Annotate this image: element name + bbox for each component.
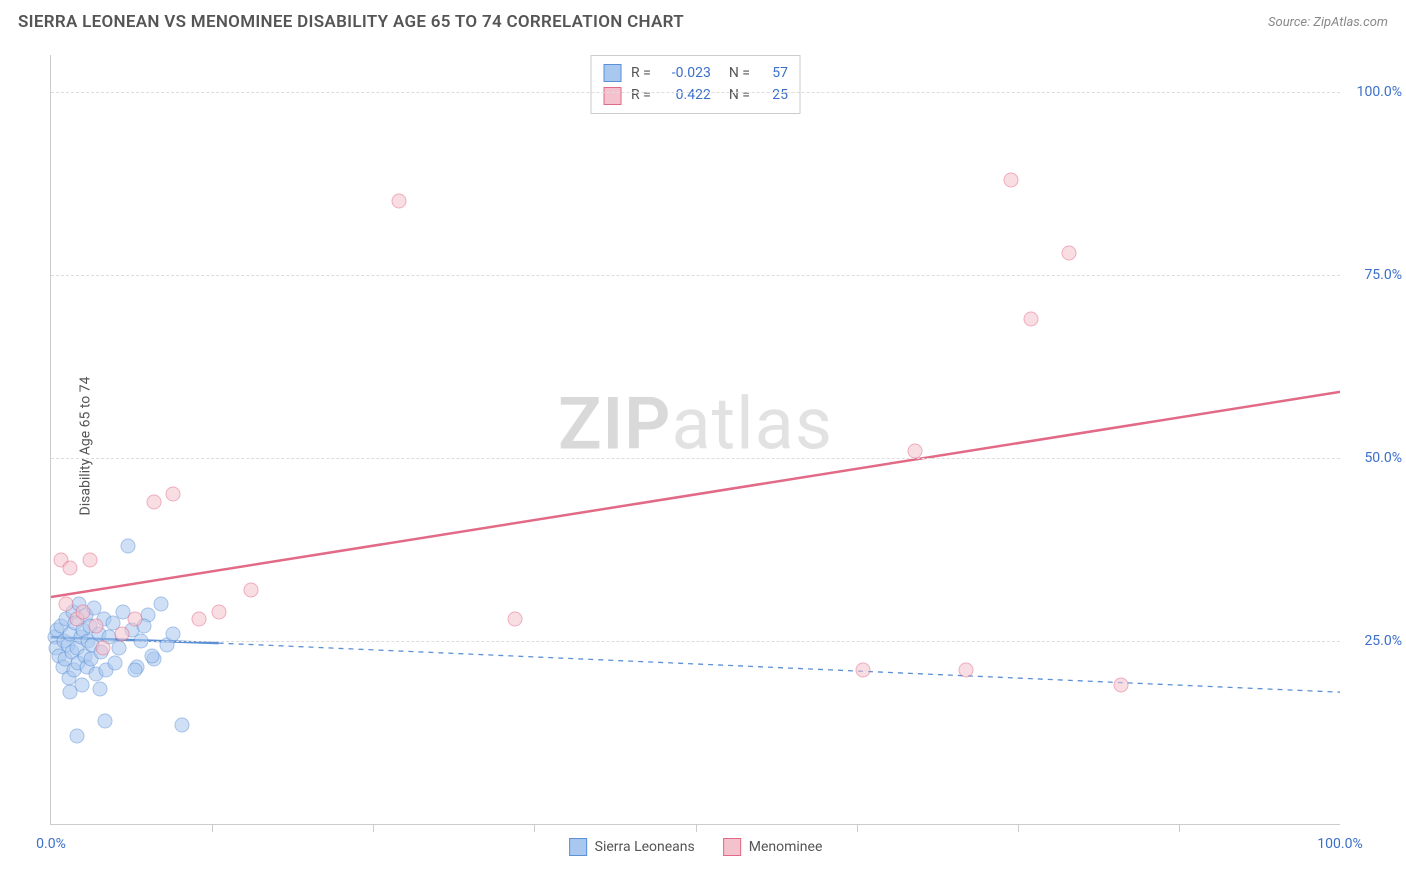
grid-line — [51, 275, 1340, 276]
scatter-point — [59, 597, 74, 612]
scatter-point — [95, 641, 110, 656]
scatter-point — [1062, 245, 1077, 260]
x-max-label: 100.0% — [1317, 836, 1362, 852]
n-value-1: 57 — [760, 62, 788, 84]
x-tick — [534, 824, 535, 832]
scatter-point — [76, 604, 91, 619]
n-label-1: N = — [729, 62, 750, 84]
scatter-point — [907, 443, 922, 458]
scatter-point — [63, 685, 78, 700]
swatch-series-2 — [603, 87, 621, 105]
scatter-point — [92, 681, 107, 696]
scatter-point — [959, 663, 974, 678]
x-tick — [373, 824, 374, 832]
watermark-part1: ZIP — [558, 382, 671, 467]
scatter-point — [127, 611, 142, 626]
scatter-point — [108, 655, 123, 670]
scatter-point — [134, 633, 149, 648]
scatter-point — [856, 663, 871, 678]
scatter-point — [153, 597, 168, 612]
grid-line — [51, 458, 1340, 459]
legend-swatch-1 — [569, 838, 587, 856]
y-tick-label: 75.0% — [1347, 267, 1402, 283]
scatter-point — [63, 560, 78, 575]
y-tick-label: 50.0% — [1347, 450, 1402, 466]
scatter-point — [243, 582, 258, 597]
watermark: ZIPatlas — [558, 382, 833, 467]
x-tick — [1018, 824, 1019, 832]
x-tick — [212, 824, 213, 832]
r-value-2: 0.422 — [661, 84, 711, 106]
scatter-point — [192, 611, 207, 626]
stats-row-2: R = 0.422 N = 25 — [603, 84, 788, 106]
swatch-series-1 — [603, 64, 621, 82]
r-value-1: -0.023 — [661, 62, 711, 84]
chart-title: SIERRA LEONEAN VS MENOMINEE DISABILITY A… — [18, 12, 684, 32]
x-min-label: 0.0% — [36, 836, 66, 852]
scatter-point — [69, 729, 84, 744]
grid-line — [51, 92, 1340, 93]
scatter-point — [175, 718, 190, 733]
y-tick-label: 100.0% — [1347, 84, 1402, 100]
scatter-point — [98, 714, 113, 729]
legend-item-2: Menominee — [723, 838, 823, 856]
scatter-point — [121, 538, 136, 553]
series-legend: Sierra Leoneans Menominee — [569, 838, 823, 856]
scatter-point — [166, 487, 181, 502]
x-tick — [696, 824, 697, 832]
plot-area: ZIPatlas R = -0.023 N = 57 R = 0.422 N =… — [50, 55, 1340, 825]
x-tick — [857, 824, 858, 832]
r-label-1: R = — [631, 62, 651, 84]
scatter-point — [1113, 677, 1128, 692]
trend-lines-svg — [51, 55, 1340, 824]
scatter-point — [147, 494, 162, 509]
scatter-point — [1004, 172, 1019, 187]
scatter-point — [127, 663, 142, 678]
scatter-point — [1023, 311, 1038, 326]
watermark-part2: atlas — [671, 382, 833, 467]
scatter-point — [89, 619, 104, 634]
scatter-point — [211, 604, 226, 619]
scatter-point — [392, 194, 407, 209]
source-attribution: Source: ZipAtlas.com — [1268, 15, 1388, 30]
legend-swatch-2 — [723, 838, 741, 856]
scatter-point — [114, 626, 129, 641]
scatter-point — [508, 611, 523, 626]
scatter-point — [112, 641, 127, 656]
title-bar: SIERRA LEONEAN VS MENOMINEE DISABILITY A… — [18, 12, 1388, 32]
legend-label-2: Menominee — [749, 839, 823, 855]
scatter-point — [166, 626, 181, 641]
grid-line — [51, 641, 1340, 642]
n-label-2: N = — [729, 84, 750, 106]
x-tick — [1179, 824, 1180, 832]
legend-item-1: Sierra Leoneans — [569, 838, 695, 856]
scatter-point — [82, 553, 97, 568]
y-tick-label: 25.0% — [1347, 633, 1402, 649]
legend-label-1: Sierra Leoneans — [595, 839, 695, 855]
stats-legend: R = -0.023 N = 57 R = 0.422 N = 25 — [590, 55, 801, 114]
chart-container: SIERRA LEONEAN VS MENOMINEE DISABILITY A… — [0, 0, 1406, 892]
scatter-point — [144, 648, 159, 663]
n-value-2: 25 — [760, 84, 788, 106]
stats-row-1: R = -0.023 N = 57 — [603, 62, 788, 84]
r-label-2: R = — [631, 84, 651, 106]
